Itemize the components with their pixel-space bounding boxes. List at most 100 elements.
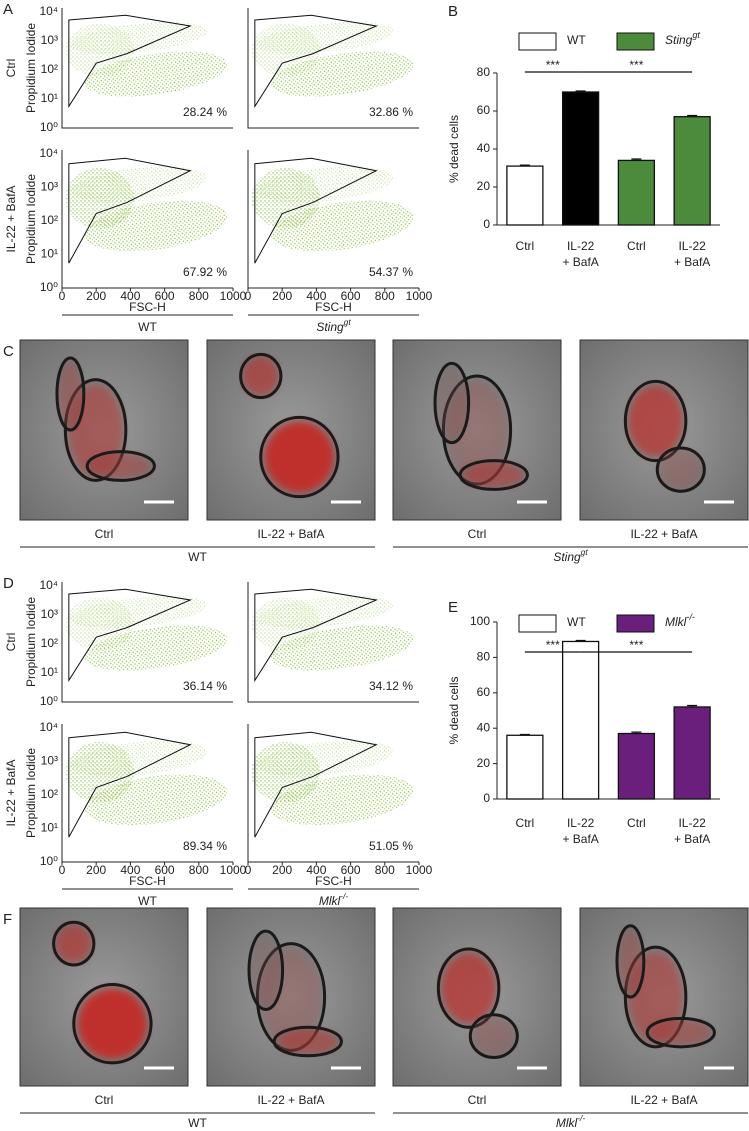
x-tick-label: 400 [306, 863, 326, 877]
y-tick-label: 80 [477, 650, 491, 664]
gate-percentage: 36.14 % [183, 679, 227, 693]
organoid-glow [441, 952, 496, 1024]
y-tick-label: 10⁴ [39, 578, 58, 592]
x-tick-label: IL-22 [678, 239, 706, 253]
legend-swatch [616, 32, 655, 51]
y-tick-label: 10⁴ [39, 720, 58, 734]
micrograph [392, 339, 562, 521]
panel-letter: E [448, 599, 458, 616]
x-tick-label: IL-22 [567, 239, 595, 253]
x-axis-label: FSC-H [315, 300, 352, 314]
error-bar [519, 733, 530, 736]
y-tick-label: 10³ [41, 180, 58, 194]
bar [506, 734, 544, 800]
flow-plot: 89.34 % 0 200 400 600 800 1000 FSC-H [59, 724, 247, 890]
x-tick-label: 600 [155, 289, 175, 303]
genotype-name: Mlkl [319, 894, 341, 908]
significance-label: *** [629, 638, 643, 652]
cell-cloud [256, 21, 393, 55]
x-tick-label: 0 [245, 289, 252, 303]
bar [561, 640, 600, 800]
x-tick-label: Ctrl [516, 816, 535, 830]
micrograph [19, 907, 189, 1087]
x-tick-label: 800 [189, 863, 209, 877]
cell-cloud [256, 740, 393, 777]
y-tick-label: 10³ [41, 607, 58, 621]
y-tick-label: 10⁴ [39, 4, 58, 18]
x-tick-label: 1000 [220, 289, 247, 303]
image-label: Ctrl [95, 1093, 114, 1107]
panel-letter: B [448, 3, 458, 20]
genotype-label: Stinggt [316, 317, 351, 334]
y-tick-label: 80 [477, 65, 491, 79]
micrograph [19, 339, 189, 521]
x-tick-label: Ctrl [627, 239, 646, 253]
flow-plot: 51.05 % 0 200 400 600 800 1000 FSC-H [245, 724, 433, 890]
y-axis-label: % dead cells [447, 115, 461, 183]
organoid-glow [659, 450, 702, 490]
axes [247, 582, 419, 703]
organoid-glow [650, 1019, 712, 1046]
row-label: IL-22 + BafA [4, 185, 18, 252]
organoid-glow [58, 361, 83, 427]
y-axis-label: Propidium Iodide [24, 597, 38, 687]
genotype-name: Sting [316, 320, 344, 334]
y-tick-label: 20 [477, 179, 491, 193]
x-tick-label: 600 [341, 289, 361, 303]
micrograph [206, 339, 376, 521]
organoid [655, 446, 706, 493]
x-axis-label: FSC-H [315, 874, 352, 888]
x-tick-label: 200 [86, 289, 106, 303]
y-tick-label: 0 [483, 791, 490, 805]
organoid [272, 1025, 343, 1058]
genotype-name: Sting [665, 33, 693, 47]
x-tick-label: + BafA [674, 255, 710, 269]
micrograph [579, 907, 749, 1087]
error-bar [631, 731, 642, 734]
x-tick-label: 800 [189, 289, 209, 303]
y-axis-label: Propidium Iodide [24, 174, 38, 264]
organoid-glow [264, 421, 335, 493]
gate-percentage: 67.92 % [183, 265, 227, 279]
image-label: IL-22 + BafA [630, 1093, 697, 1107]
bar [561, 91, 600, 226]
organoid [239, 352, 283, 400]
y-tick-label: 60 [477, 685, 491, 699]
image-label: IL-22 + BafA [257, 527, 324, 541]
x-tick-label: + BafA [562, 255, 598, 269]
x-tick-label: 0 [59, 863, 66, 877]
genotype-superscript: -/- [686, 612, 695, 622]
y-axis-label: Propidium Iodide [24, 748, 38, 838]
y-tick-label: 10⁰ [40, 280, 58, 294]
genotype-label: WT [567, 33, 586, 47]
error-bar [687, 704, 698, 707]
x-tick-label: Ctrl [516, 239, 535, 253]
legend-swatch [518, 614, 557, 633]
cell-cloud [70, 740, 207, 777]
y-tick-label: 10² [41, 636, 58, 650]
y-tick-label: 100 [470, 614, 490, 628]
gate [254, 14, 378, 109]
significance-label: *** [546, 638, 560, 652]
panel-letter: F [3, 911, 12, 928]
genotype-name: WT [567, 33, 586, 47]
y-tick-label: 10² [41, 787, 58, 801]
legend-swatch [616, 614, 655, 633]
gate [68, 588, 192, 683]
y-tick-label: 10¹ [41, 665, 58, 679]
y-tick-label: 10¹ [41, 247, 58, 261]
flow-plot: 36.14 % [61, 582, 233, 703]
organoid-glow [250, 935, 281, 1006]
micrograph [579, 339, 749, 521]
organoid [55, 356, 86, 432]
y-tick-label: 40 [477, 141, 491, 155]
x-tick-label: + BafA [674, 832, 710, 846]
gate [68, 14, 192, 109]
genotype-label: Mlkl-/- [556, 1113, 585, 1130]
y-tick-label: 10¹ [41, 91, 58, 105]
axes [61, 582, 233, 703]
x-tick-label: 200 [86, 863, 106, 877]
genotype-superscript: -/- [340, 891, 348, 901]
x-tick-label: 0 [245, 863, 252, 877]
x-tick-label: 400 [306, 289, 326, 303]
